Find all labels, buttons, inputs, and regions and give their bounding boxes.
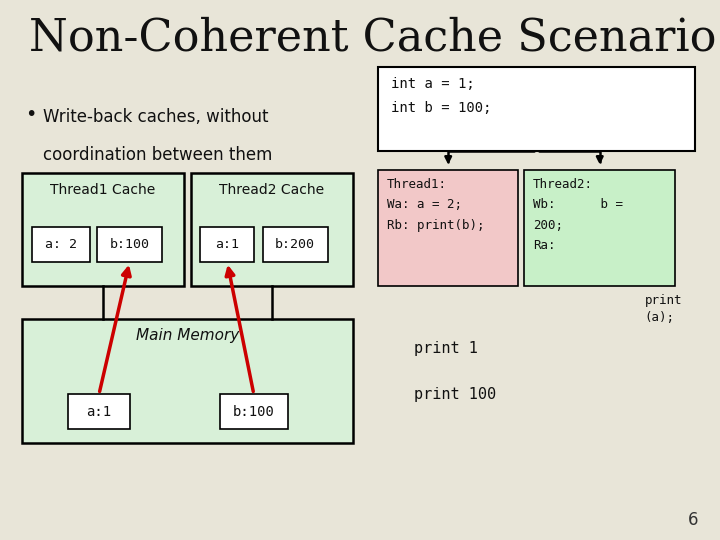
Text: a:1: a:1 (86, 405, 112, 418)
Bar (263, 227, 328, 262)
Text: Main Memory: Main Memory (135, 328, 239, 343)
Bar (191, 173, 353, 286)
Bar (97, 227, 162, 262)
Text: print 100: print 100 (414, 387, 496, 402)
Text: coordination between them: coordination between them (43, 146, 273, 164)
Text: b:100: b:100 (233, 405, 275, 418)
Text: b:100: b:100 (109, 238, 150, 251)
Text: print 1: print 1 (414, 341, 478, 356)
Text: Write-back caches, without: Write-back caches, without (43, 108, 269, 126)
Text: Thread2 Cache: Thread2 Cache (219, 183, 325, 197)
Text: •: • (25, 105, 37, 124)
Bar (378, 170, 518, 286)
Text: b:200: b:200 (275, 238, 315, 251)
Bar (524, 170, 675, 286)
Bar (22, 173, 184, 286)
Text: 6: 6 (688, 511, 698, 529)
Text: int a = 1;
int b = 100;: int a = 1; int b = 100; (391, 77, 492, 115)
Bar (378, 68, 695, 151)
Bar (68, 394, 130, 429)
Text: Thread1 Cache: Thread1 Cache (50, 183, 156, 197)
Bar (22, 319, 353, 443)
Bar (200, 227, 254, 262)
Text: Non-Coherent Cache Scenario: Non-Coherent Cache Scenario (29, 16, 716, 59)
Bar (32, 227, 90, 262)
Text: Thread1:
Wa: a = 2;
Rb: print(b);: Thread1: Wa: a = 2; Rb: print(b); (387, 178, 484, 232)
Text: print
(a);: print (a); (644, 294, 682, 325)
Text: Thread2:
Wb:      b =
200;
Ra:: Thread2: Wb: b = 200; Ra: (533, 178, 623, 252)
Text: a:1: a:1 (215, 238, 239, 251)
Bar (220, 394, 288, 429)
Text: a: 2: a: 2 (45, 238, 77, 251)
